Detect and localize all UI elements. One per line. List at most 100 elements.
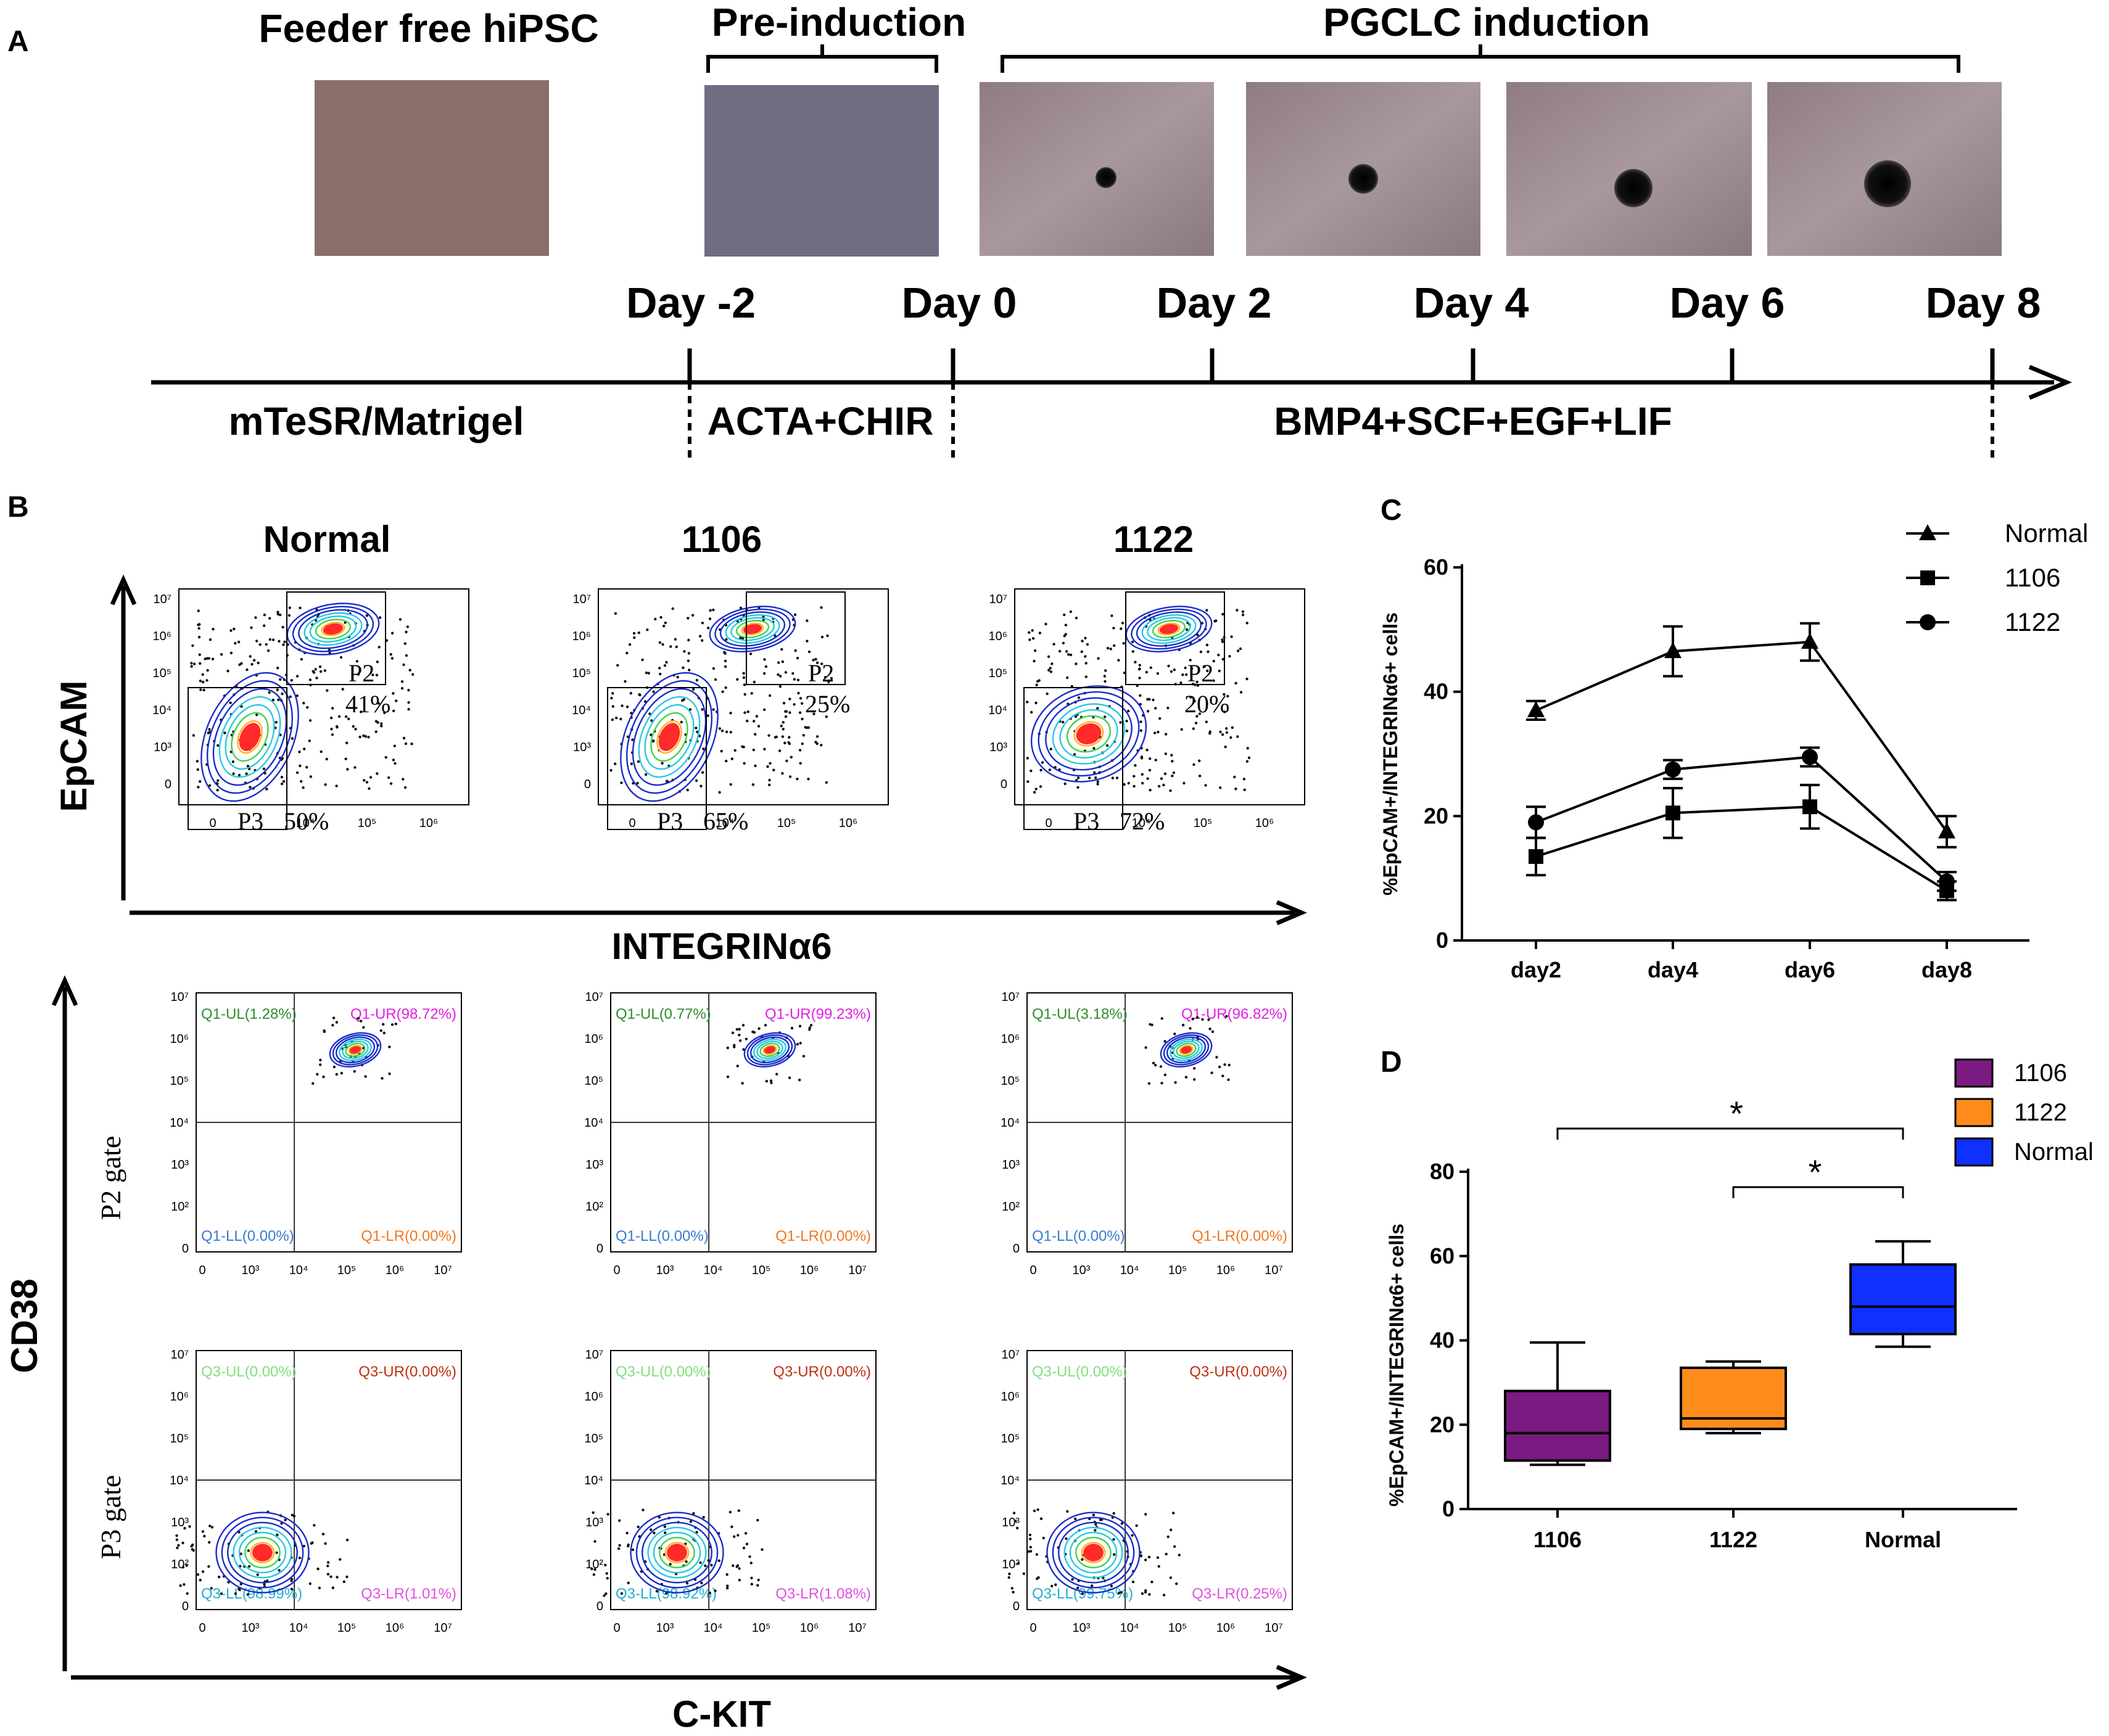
event-dot [1231,726,1234,729]
event-dot [755,715,759,718]
day-label: Day 4 [1414,279,1529,327]
event-dot [1184,1076,1188,1079]
x-tick-label: 10⁷ [434,1621,452,1635]
event-dot [1094,776,1097,780]
event-dot [799,762,802,765]
event-dot [674,638,677,641]
event-dot [369,776,373,779]
event-dot [231,760,235,763]
contour-core [658,723,680,751]
event-dot [392,692,395,695]
event-dot [800,702,804,705]
event-dot [1234,788,1237,791]
event-dot [205,679,208,682]
contour-line [1157,622,1181,636]
event-dot [1084,636,1087,640]
y-tick-label: 20 [1424,803,1448,828]
event-dot [797,691,800,695]
event-dot [208,784,212,787]
event-dot [757,725,761,728]
event-dot [757,1578,760,1582]
data-point [1801,633,1818,649]
event-dot [240,662,243,665]
event-dot [1080,650,1084,653]
event-dot [1028,638,1031,641]
event-dot [380,722,383,725]
event-dot [1146,777,1149,780]
event-dot [1134,660,1137,664]
gate-p2 [1125,591,1225,685]
event-dot [266,1579,269,1582]
event-dot [826,634,829,638]
micrograph-day6 [1506,82,1752,256]
day-label: Day 0 [902,279,1017,327]
event-dot [291,1513,294,1516]
y-tick-label: 60 [1424,554,1448,580]
bracket-pgclc [1001,44,1960,73]
event-dot [650,733,653,736]
axis-label-cd38: CD38 [4,1278,45,1373]
event-dot [1086,643,1089,646]
event-dot [742,1048,745,1051]
event-dot [275,1551,278,1554]
event-dot [646,628,649,631]
event-dot [295,675,299,678]
event-dot [1169,1576,1173,1579]
event-dot [1012,1512,1016,1515]
significance-bracket [1556,1127,1904,1140]
event-dot [331,707,334,710]
x-tick-label: 10⁶ [839,817,857,830]
event-dot [592,1573,595,1576]
event-dot [1077,696,1081,699]
gate-name-p3: P3 [237,807,263,835]
event-dot [830,677,833,680]
event-dot [1210,1071,1213,1074]
contour-line [743,1032,796,1068]
quadrant-lr-label: Q1-LR(0.00%) [775,1228,871,1244]
x-tick-label: 10⁶ [1216,1621,1235,1635]
event-dot [741,745,744,748]
event-dot [658,1516,661,1519]
event-dot [1117,1592,1121,1595]
event-dot [390,631,394,635]
event-dot [699,1561,702,1565]
event-dot [737,1534,740,1537]
event-dot [352,725,355,728]
event-dot [750,692,753,695]
x-tick-label: 1106 [1533,1527,1582,1552]
event-dot [625,651,629,655]
event-dot [1036,1577,1039,1581]
event-dot [1027,1550,1030,1553]
contour-line [321,622,345,636]
gate-name-p3: P3 [657,807,683,835]
event-dot [590,1567,593,1571]
event-dot [1158,717,1162,720]
event-dot [1180,728,1183,731]
event-dot [382,1022,385,1026]
significance-bracket [1732,1186,1904,1198]
event-dot [1198,712,1202,715]
event-dot [407,688,410,692]
contour-line [635,1516,719,1589]
contour-core [1180,1046,1192,1054]
event-dot [788,775,792,778]
contour-line [231,712,269,762]
event-dot [1198,759,1201,762]
event-dot [1035,683,1038,686]
event-dot [1211,1030,1215,1034]
event-dot [645,671,648,675]
event-dot [1094,1529,1097,1532]
contour-line [714,608,791,650]
contour-line [1176,1042,1197,1057]
event-dot [724,652,727,655]
event-dot [665,660,668,664]
quadrant-ur-label: Q1-UR(96.82%) [1181,1006,1287,1022]
event-dot [801,742,804,746]
event-dot [1245,677,1248,681]
event-dot [616,664,619,667]
event-dot [362,1026,365,1029]
event-dot [794,649,797,652]
micrograph-preinduction [704,85,939,257]
data-point [1665,805,1680,821]
event-dot [796,1043,799,1046]
